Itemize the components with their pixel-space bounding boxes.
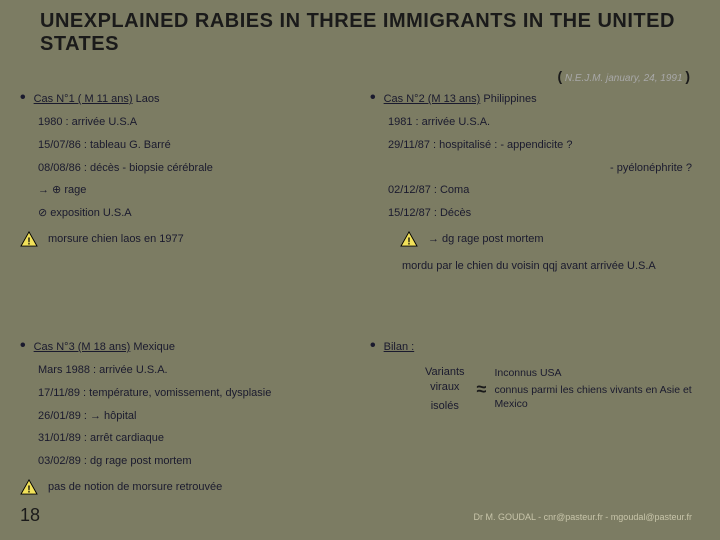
case-2-country: Philippines — [483, 93, 536, 105]
case-1-warning-row: ! morsure chien laos en 1977 — [20, 231, 350, 247]
case-1-line: 08/08/86 : décès - biopsie cérébrale — [38, 161, 350, 176]
bilan-table: Variants viraux isolés ≈ Inconnus USA co… — [425, 365, 700, 414]
case-2-heading-row: • Cas N°2 (M 13 ans) Philippines — [370, 92, 700, 107]
case-3-block: • Cas N°3 (M 18 ans) Mexique Mars 1988 :… — [20, 340, 350, 495]
reference-citation: ( N.E.J.M. january, 24, 1991 ) — [557, 68, 690, 84]
open-paren: ( — [557, 68, 562, 84]
svg-text:!: ! — [27, 484, 30, 495]
case-1-line: 15/07/86 : tableau G. Barré — [38, 138, 350, 153]
footer-credits: Dr M. GOUDAL - cnr@pasteur.fr - mgoudal@… — [473, 512, 692, 522]
case-1-heading: Cas N°1 ( M 11 ans) — [34, 93, 133, 105]
bilan-col-left: Variants viraux isolés — [425, 365, 465, 414]
bullet-icon: • — [370, 340, 376, 351]
case-3-line: 03/02/89 : dg rage post mortem — [38, 454, 350, 469]
case-2-block: • Cas N°2 (M 13 ans) Philippines 1981 : … — [370, 92, 700, 274]
case-3-line: 31/01/89 : arrêt cardiaque — [38, 431, 350, 446]
warning-icon: ! — [20, 231, 38, 247]
reference-text: N.E.J.M. january, 24, 1991 — [565, 73, 683, 84]
case-3-line: 17/11/89 : température, vomissement, dys… — [38, 386, 350, 401]
case-2-line: 02/12/87 : Coma — [388, 183, 700, 198]
case-1-block: • Cas N°1 ( M 11 ans) Laos 1980 : arrivé… — [20, 92, 350, 247]
bullet-icon: • — [20, 92, 26, 103]
case-3-warning-text: pas de notion de morsure retrouvée — [48, 480, 222, 495]
bilan-left-2: viraux — [425, 380, 465, 395]
bullet-icon: • — [20, 340, 26, 351]
case-1-line: → ⊕ rage — [38, 183, 350, 198]
close-paren: ) — [685, 68, 690, 84]
case-2-warning-1: → dg rage post mortem — [428, 232, 544, 247]
case-2-line: - pyélonéphrite ? — [610, 161, 700, 176]
case-3-heading-row: • Cas N°3 (M 18 ans) Mexique — [20, 340, 350, 355]
case-3-line: Mars 1988 : arrivée U.S.A. — [38, 363, 350, 378]
warning-icon: ! — [400, 231, 418, 247]
svg-text:!: ! — [27, 236, 30, 247]
bilan-left-1: Variants — [425, 365, 465, 380]
page-number: 18 — [20, 505, 40, 526]
tilde-icon: ≈ — [477, 377, 483, 401]
bilan-heading-row: • Bilan : — [370, 340, 700, 355]
case-2-warning-row: ! → dg rage post mortem — [400, 231, 700, 247]
case-2-warning-2: mordu par le chien du voisin qqj avant a… — [402, 259, 700, 274]
bilan-block: • Bilan : Variants viraux isolés ≈ Incon… — [370, 340, 700, 413]
case-2-line: 1981 : arrivée U.S.A. — [388, 115, 700, 130]
case-2-heading: Cas N°2 (M 13 ans) — [384, 93, 481, 105]
case-1-line: 1980 : arrivée U.S.A — [38, 115, 350, 130]
case-2-line: 15/12/87 : Décès — [388, 206, 700, 221]
bilan-left-3: isolés — [425, 399, 465, 414]
case-1-country: Laos — [136, 93, 160, 105]
warning-icon: ! — [20, 479, 38, 495]
case-3-heading: Cas N°3 (M 18 ans) — [34, 341, 131, 353]
bilan-right-2: connus parmi les chiens vivants en Asie … — [494, 384, 700, 411]
bullet-icon: • — [370, 92, 376, 103]
slide-title: UNEXPLAINED RABIES IN THREE IMMIGRANTS I… — [40, 10, 720, 56]
bilan-col-right: Inconnus USA connus parmi les chiens viv… — [494, 367, 700, 412]
svg-text:!: ! — [407, 236, 410, 247]
bilan-heading: Bilan : — [384, 340, 415, 355]
case-1-line: ⊘ exposition U.S.A — [38, 206, 350, 221]
case-3-line: 26/01/89 : → hôpital — [38, 409, 350, 424]
case-3-country: Mexique — [133, 341, 175, 353]
bilan-right-1: Inconnus USA — [494, 367, 700, 381]
case-2-line: 29/11/87 : hospitalisé : - appendicite ? — [388, 138, 700, 153]
case-1-warning-text: morsure chien laos en 1977 — [48, 232, 184, 247]
case-1-heading-row: • Cas N°1 ( M 11 ans) Laos — [20, 92, 350, 107]
case-3-warning-row: ! pas de notion de morsure retrouvée — [20, 479, 350, 495]
